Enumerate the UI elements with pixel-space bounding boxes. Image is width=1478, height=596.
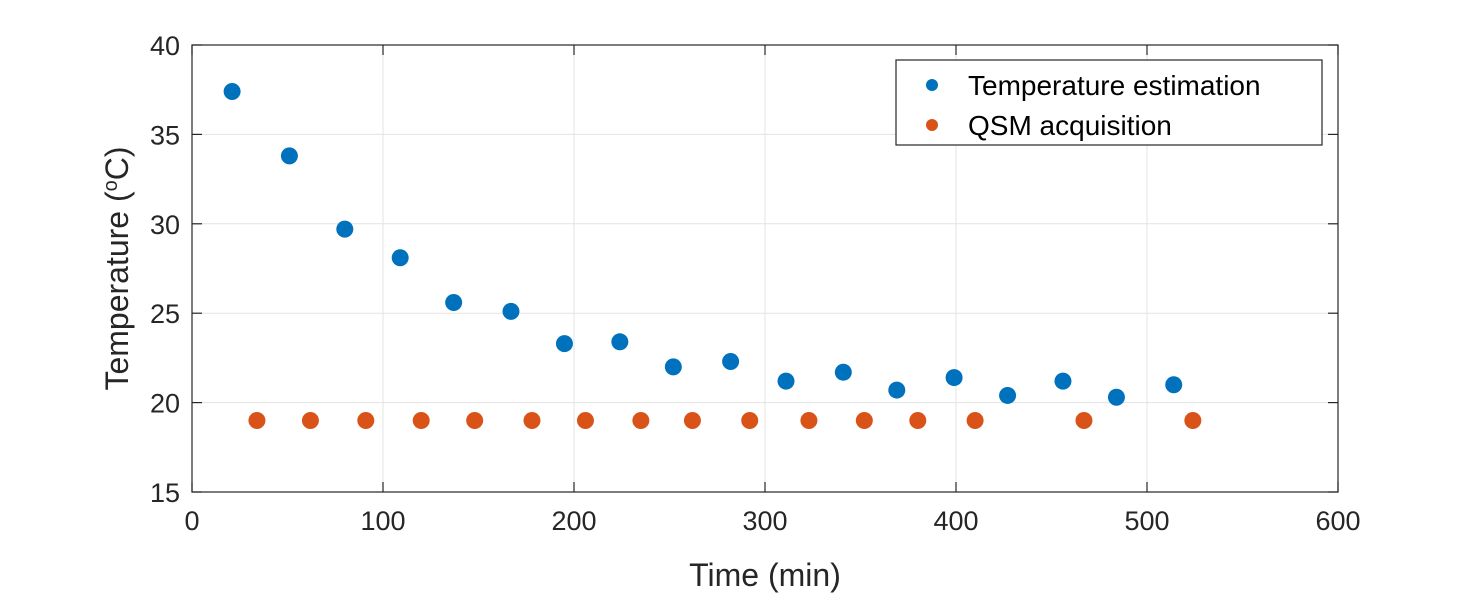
legend-box <box>895 59 1323 146</box>
data-point <box>966 411 984 429</box>
x-axis-title: Time (min) <box>689 557 841 593</box>
y-tick-label: 15 <box>150 478 180 508</box>
data-point <box>357 411 375 429</box>
data-point <box>576 411 594 429</box>
legend-marker-qsm-acquisition <box>926 119 938 131</box>
data-point <box>466 411 484 429</box>
y-axis-title-unit: C) <box>99 146 135 180</box>
x-tick-label: 600 <box>1315 506 1360 536</box>
y-axis-title: Temperature (oC) <box>99 146 135 390</box>
data-point <box>722 352 740 370</box>
series-temperature-estimation <box>223 82 1183 406</box>
data-point <box>800 411 818 429</box>
data-point <box>741 411 759 429</box>
data-point <box>248 411 266 429</box>
data-point <box>555 335 573 353</box>
data-point <box>301 411 319 429</box>
data-point <box>1054 372 1072 390</box>
legend-label-qsm-acquisition: QSM acquisition <box>968 110 1172 141</box>
x-tick-label: 0 <box>184 506 199 536</box>
data-point <box>1107 388 1125 406</box>
data-point <box>445 293 463 311</box>
legend-label-temperature-estimation: Temperature estimation <box>968 70 1261 101</box>
data-point <box>909 411 927 429</box>
x-tick-label: 500 <box>1124 506 1169 536</box>
x-tick-label: 300 <box>742 506 787 536</box>
y-axis-title-main: Temperature ( <box>99 191 135 391</box>
data-point <box>611 333 629 351</box>
data-point <box>391 249 409 267</box>
legend-marker-temperature-estimation <box>926 79 938 91</box>
data-point <box>523 411 541 429</box>
data-point <box>336 220 354 238</box>
data-point <box>1184 411 1202 429</box>
data-point <box>777 372 795 390</box>
data-point <box>888 381 906 399</box>
y-tick-label: 35 <box>150 120 180 150</box>
axis-tick-labels: 0 100 200 300 400 500 600 15 20 25 30 35 40 <box>150 31 1361 536</box>
data-point <box>1075 411 1093 429</box>
data-point <box>999 386 1017 404</box>
x-tick-label: 200 <box>551 506 596 536</box>
y-tick-label: 20 <box>150 389 180 419</box>
data-point <box>223 82 241 100</box>
y-tick-label: 25 <box>150 299 180 329</box>
legend: Temperature estimation QSM acquisition <box>895 59 1323 146</box>
data-points <box>223 82 1202 429</box>
data-point <box>834 363 852 381</box>
x-tick-label: 100 <box>360 506 405 536</box>
data-point <box>664 358 682 376</box>
data-point <box>1165 376 1183 394</box>
data-point <box>945 369 963 387</box>
data-point <box>502 302 520 320</box>
data-point <box>855 411 873 429</box>
data-point <box>412 411 430 429</box>
series-qsm-acquisition <box>248 411 1202 429</box>
y-tick-label: 40 <box>150 31 180 61</box>
axis-ticks <box>191 44 1339 493</box>
x-tick-label: 400 <box>933 506 978 536</box>
data-point <box>683 411 701 429</box>
y-axis-title-superscript: o <box>100 180 122 191</box>
y-tick-label: 30 <box>150 210 180 240</box>
data-point <box>632 411 650 429</box>
data-point <box>280 147 298 165</box>
